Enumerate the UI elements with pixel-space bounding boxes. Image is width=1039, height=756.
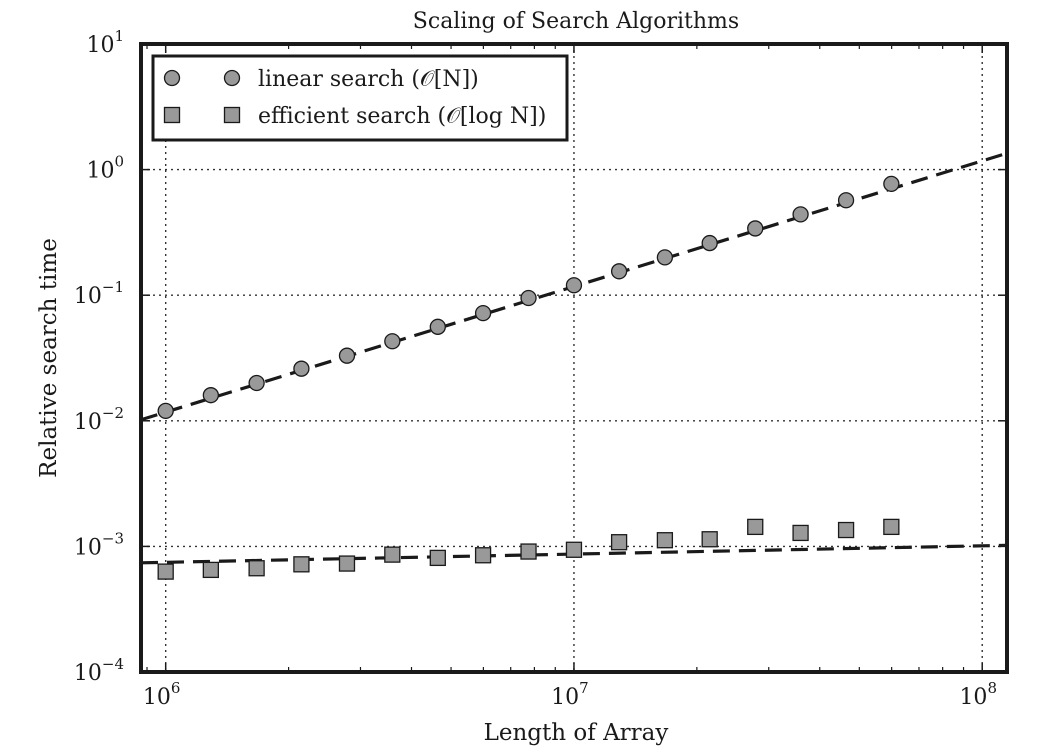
efficient-search-point	[248, 560, 265, 577]
efficient-search-point	[565, 541, 583, 558]
legend: linear search (𝒪[N]) efficient search (𝒪[…	[151, 54, 569, 142]
efficient-search-point	[293, 556, 310, 573]
efficient-search-point	[656, 532, 674, 549]
efficient-search-point	[384, 546, 401, 563]
efficient-search-point	[610, 534, 628, 551]
efficient-search-point	[474, 547, 492, 564]
linear-search-point	[248, 374, 265, 392]
legend-marker	[223, 69, 241, 87]
efficient-search-point	[429, 549, 446, 567]
efficient-search-point	[338, 555, 356, 572]
linear-search-point	[656, 249, 674, 266]
y-axis-label: Relative search time	[36, 238, 62, 478]
linear-search-point	[565, 277, 583, 294]
linear-search-point	[837, 192, 855, 209]
x-tick-label: 106	[143, 679, 181, 710]
legend-marker	[223, 106, 241, 124]
efficient-search-point	[701, 531, 718, 548]
legend-marker	[163, 69, 181, 87]
y-tick-label: 10−3	[74, 529, 124, 560]
y-tick-label: 10−1	[74, 278, 124, 309]
linear-search-point	[520, 289, 537, 307]
linear-search-point	[701, 234, 718, 252]
efficient-search-point	[792, 524, 809, 542]
linear-search-point	[338, 347, 356, 364]
y-tick-label: 10−2	[74, 404, 124, 435]
efficient-search-point	[883, 518, 900, 536]
y-tick-label: 100	[86, 153, 124, 184]
legend-entry: linear search (𝒪[N])	[258, 67, 479, 92]
legend-entry: efficient search (𝒪[log N])	[258, 104, 546, 129]
data-points	[157, 175, 900, 580]
axis-ticks: 10−4 10−3 10−2 10−1 100 101 106 107 108	[74, 27, 1007, 710]
linear-search-point	[883, 175, 900, 193]
linear-search-point	[429, 318, 446, 335]
chart-title: Scaling of Search Algorithms	[413, 9, 739, 34]
efficient-search-point	[157, 563, 174, 580]
efficient-search-point	[747, 518, 764, 536]
x-axis-label: Length of Array	[484, 720, 669, 746]
linear-search-point	[474, 304, 492, 322]
linear-search-point	[747, 220, 764, 237]
y-tick-label: 10−4	[74, 655, 124, 686]
efficient-search-point	[202, 561, 219, 579]
legend-box	[151, 54, 569, 142]
x-tick-label: 108	[959, 679, 997, 710]
linear-search-point	[792, 206, 809, 223]
y-tick-label: 101	[86, 27, 124, 58]
legend-marker	[163, 106, 181, 124]
linear-search-point	[293, 360, 310, 377]
linear-search-point	[202, 387, 219, 404]
linear-search-point	[157, 402, 174, 420]
linear-search-point	[384, 333, 401, 350]
x-tick-label: 107	[551, 679, 589, 710]
efficient-search-point	[520, 543, 537, 560]
linear-search-point	[610, 263, 628, 280]
efficient-fit-line	[140, 543, 1008, 565]
efficient-search-point	[837, 521, 855, 539]
